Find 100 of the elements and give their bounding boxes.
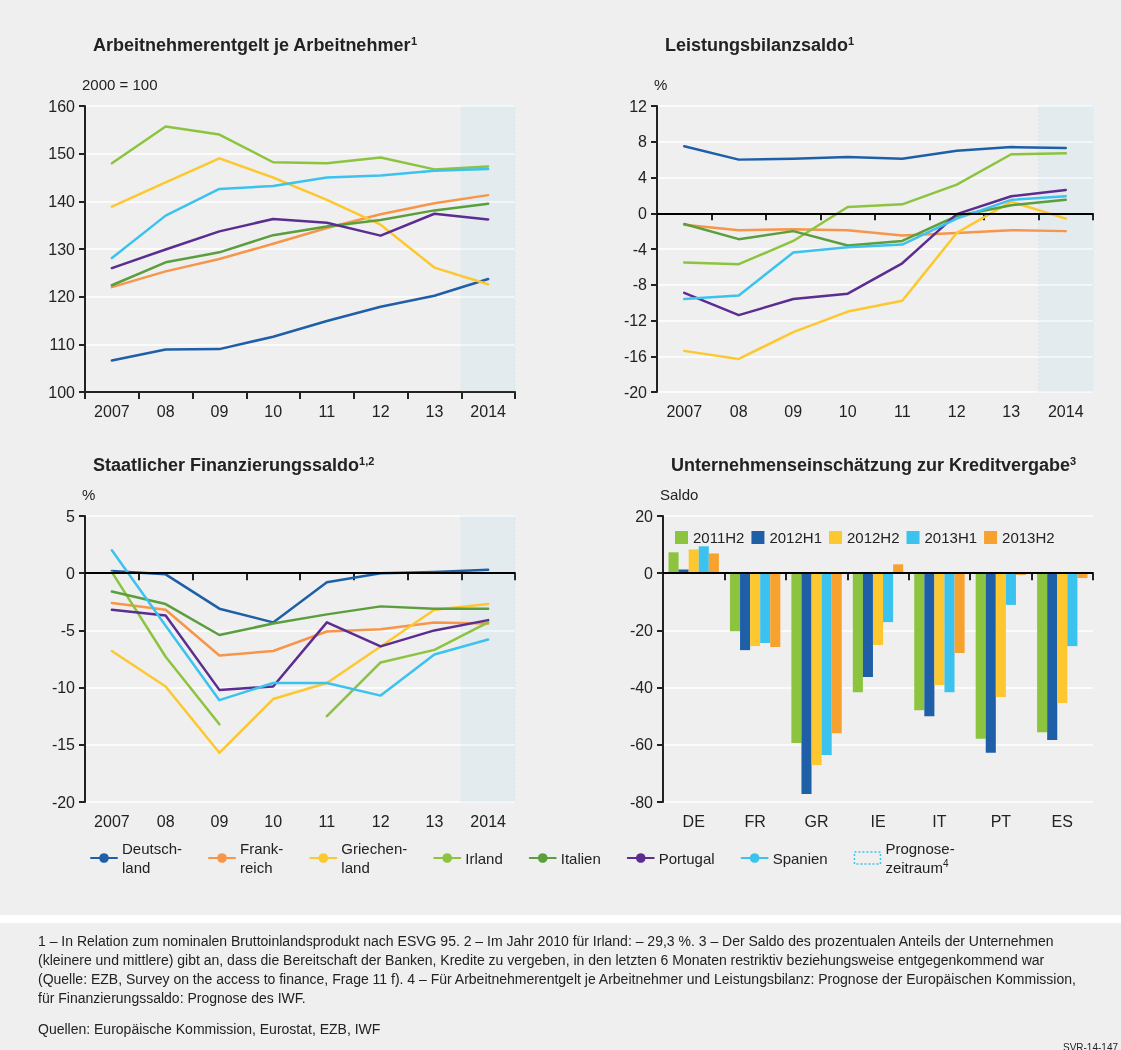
legend-label: Portugal <box>658 849 715 867</box>
y-tick-label: 130 <box>48 240 76 258</box>
bar <box>1005 573 1016 605</box>
y-tick-label: -8 <box>632 276 648 294</box>
y-tick-label: -10 <box>51 679 76 697</box>
x-tick-label: 13 <box>425 812 444 830</box>
legend-label: Irland <box>465 849 503 867</box>
y-tick-label: 8 <box>638 133 648 151</box>
x-tick-label: 09 <box>210 812 229 830</box>
x-tick-label: 13 <box>1002 402 1021 420</box>
y-tick-label: -60 <box>629 736 654 754</box>
y-axis-title: % <box>82 486 96 503</box>
y-tick-label: -15 <box>51 736 76 754</box>
x-tick-label: 10 <box>264 812 283 830</box>
y-tick-label: 12 <box>629 97 648 115</box>
line-series <box>683 195 1067 301</box>
bar <box>740 573 751 651</box>
bar <box>862 573 873 678</box>
bar <box>944 573 955 693</box>
bar <box>872 573 884 645</box>
x-tick-label: 12 <box>371 812 390 830</box>
line-series <box>683 188 1067 317</box>
bar <box>934 573 945 686</box>
line-series <box>110 212 490 270</box>
y-tick-label: 150 <box>48 145 76 163</box>
legend-label: Frank- reich <box>240 840 284 876</box>
legend-label: Griechen- land <box>341 840 408 876</box>
y-tick-label: 140 <box>48 192 76 210</box>
bar <box>760 573 771 643</box>
line-series <box>110 608 490 692</box>
bar <box>883 573 894 623</box>
y-tick-label: -20 <box>51 793 76 811</box>
x-tick-label: 2014 <box>1047 402 1084 420</box>
x-tick-label: 08 <box>156 402 175 420</box>
x-tick-label: 11 <box>318 402 336 420</box>
bar <box>914 573 925 711</box>
bar <box>688 549 699 574</box>
bar <box>821 573 832 756</box>
legend-label: Spanien <box>772 849 828 867</box>
bar <box>1057 573 1068 704</box>
legend-label: Italien <box>560 849 601 867</box>
y-tick-label: 20 <box>635 507 654 525</box>
x-tick-label: 2007 <box>94 812 130 830</box>
line-series <box>110 125 490 171</box>
x-tick-label: 10 <box>838 402 857 420</box>
x-tick-label: GR <box>804 812 829 830</box>
y-axis-title: 2000 = 100 <box>82 76 158 93</box>
y-tick-label: -4 <box>632 240 648 258</box>
y-tick-label: -20 <box>623 383 648 401</box>
y-tick-label: -80 <box>629 793 654 811</box>
x-tick-label: ES <box>1051 812 1073 830</box>
legend-label: 2011H2 <box>693 529 745 546</box>
x-tick-label: 09 <box>784 402 803 420</box>
legend-label: Deutsch- land <box>122 840 183 876</box>
line-series <box>683 200 1067 361</box>
line-series <box>110 157 490 286</box>
bar <box>1047 573 1058 740</box>
line-series <box>110 549 490 702</box>
x-tick-label: 11 <box>318 812 336 830</box>
x-tick-label: 12 <box>947 402 966 420</box>
y-tick-label: -12 <box>623 312 648 329</box>
x-tick-label: 2007 <box>94 402 130 420</box>
bar <box>831 573 842 734</box>
bar <box>852 573 863 693</box>
y-tick-label: -40 <box>629 679 654 697</box>
text: 1 – In Relation zum nominalen Bruttoinlandsprodukt nach ESVG 95. 2 – Im Jahr 2010 für Irland: – 29,3 %. 3 – Der Saldo des prozentualen Anteils der Unternehmen (kleinere und mittlere) gibt an, dass die Bereitschaft der Banken, Kredite zu vergeben, in den letzten 6 Monaten restriktiv beziehungsweise entgegenkommend war (Quelle: EZB, Survey on the access to finance, Frage 11 f). 4 – Für Arbeitnehmerentgelt je Arbeitnehmer und Leistungsbilanz: Prognose der Europäischen Kommission, für Finanzierungssaldo: Prognose des IWF. <box>38 932 1077 1008</box>
bar <box>708 553 719 574</box>
x-tick-label: 2007 <box>666 402 703 420</box>
x-tick-label: 11 <box>893 402 911 420</box>
x-tick-label: 2014 <box>470 402 507 420</box>
bar <box>985 573 996 753</box>
y-tick-label: -16 <box>623 347 648 365</box>
x-tick-label: PT <box>990 812 1012 830</box>
bar <box>924 573 935 717</box>
y-tick-label: 0 <box>66 564 76 582</box>
y-tick-label: 120 <box>48 288 76 306</box>
x-tick-label: IT <box>932 812 947 830</box>
y-tick-label: -5 <box>60 621 76 639</box>
y-tick-label: -20 <box>629 621 654 639</box>
x-tick-label: IE <box>870 812 886 830</box>
y-axis-title: % <box>654 76 668 93</box>
y-axis-title: Saldo <box>660 486 699 503</box>
source-note: Quellen: Europäische Kommission, Eurostat, EZB, IWF <box>38 1020 382 1039</box>
legend-label: 2013H1 <box>924 529 978 546</box>
x-tick-label: 12 <box>371 402 390 420</box>
x-tick-label: 09 <box>210 402 229 420</box>
line-series <box>683 152 1067 266</box>
legend-label: 2012H2 <box>846 529 900 546</box>
y-tick-label: 4 <box>638 169 648 186</box>
bar <box>729 573 741 632</box>
legend-label: 2012H1 <box>769 529 822 546</box>
x-tick-label: 10 <box>264 402 283 420</box>
line-series <box>110 590 490 637</box>
y-tick-label: 160 <box>48 97 76 115</box>
line-series <box>683 144 1067 161</box>
bar <box>750 573 761 647</box>
bar <box>668 552 679 574</box>
y-tick-label: 0 <box>644 564 654 582</box>
bar <box>975 573 986 739</box>
x-tick-label: DE <box>682 812 705 830</box>
